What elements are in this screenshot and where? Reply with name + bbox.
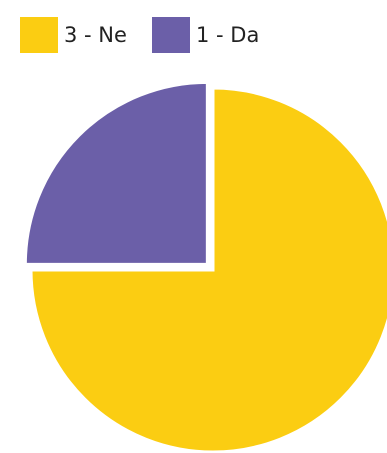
pie-slice (29, 86, 387, 453)
legend-label: 3 - Ne (64, 23, 127, 47)
legend-label: 1 - Da (196, 23, 259, 47)
legend-swatch (152, 17, 190, 53)
legend-swatch (20, 17, 58, 53)
pie-slice (23, 80, 209, 266)
